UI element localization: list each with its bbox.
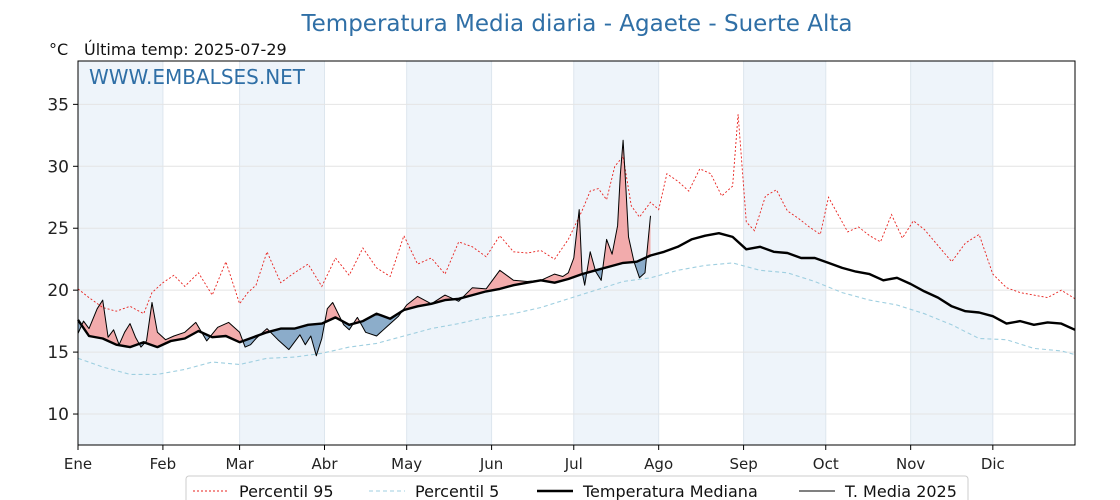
x-tick-label-jun: Jun (479, 455, 503, 473)
x-tick-label-may: May (391, 455, 422, 473)
series-line-percentil-5 (77, 262, 1076, 375)
series-line-percentil-95 (77, 114, 1076, 315)
above-median-fill-1 (80, 300, 139, 348)
below-median-fill-8 (269, 322, 325, 356)
legend-label-3: T. Media 2025 (844, 482, 957, 500)
x-axis: Ene Feb Mar Abr May Jun Jul Ago Sep Oct Nov Dic (64, 445, 1005, 473)
legend-label-2: Temperatura Mediana (582, 482, 758, 500)
month-band-may (406, 61, 492, 445)
x-tick-label-dic: Dic (981, 455, 1005, 473)
above-median-fill-5 (209, 322, 243, 343)
x-tick-label-abr: Abr (312, 455, 339, 473)
above-median-fill-3 (143, 302, 202, 348)
below-median-fill-6 (242, 335, 259, 348)
legend-label-0: Percentil 95 (239, 482, 334, 500)
x-tick-label-nov: Nov (896, 455, 925, 473)
last-temp-label: Última temp: 2025-07-29 (84, 40, 287, 59)
legend: Percentil 95 Percentil 5 Temperatura Media… (185, 475, 969, 500)
legend-label-1: Percentil 5 (415, 482, 499, 500)
month-band-mar (239, 61, 325, 445)
series-line-temperatura-mediana (77, 231, 1076, 349)
legend-box (185, 475, 969, 500)
unit-label: °C (49, 40, 68, 59)
y-tick-label-35: 35 (47, 95, 69, 115)
above-median-fill-19 (602, 140, 634, 270)
y-tick-label-30: 30 (47, 157, 69, 177)
chart-title: Temperatura Media diaria - Agaete - Suer… (301, 11, 853, 37)
x-tick-label-mar: Mar (225, 455, 254, 473)
x-tick-label-ago: Ago (644, 455, 673, 473)
plot-frame (77, 60, 1076, 446)
x-tick-label-oct: Oct (813, 455, 839, 473)
watermark: WWW.EMBALSES.NET (89, 65, 306, 89)
x-tick-label-jul: Jul (564, 455, 583, 473)
above-median-fill-15 (461, 209, 582, 299)
series-line-t-media-2025 (77, 139, 651, 357)
x-tick-label-sep: Sep (729, 455, 757, 473)
x-tick-label-ene: Ene (64, 455, 92, 473)
y-tick-label-20: 20 (47, 281, 69, 301)
month-band-ene (78, 61, 163, 445)
month-bands (78, 61, 993, 445)
y-axis: 10 15 20 25 30 35 (47, 95, 78, 425)
month-band-nov (910, 61, 993, 445)
y-tick-label-25: 25 (47, 219, 69, 239)
series-lines (77, 114, 1076, 375)
y-tick-label-15: 15 (47, 343, 69, 363)
deviation-fills (78, 140, 651, 356)
x-tick-label-feb: Feb (150, 455, 177, 473)
y-tick-label-10: 10 (47, 405, 69, 425)
